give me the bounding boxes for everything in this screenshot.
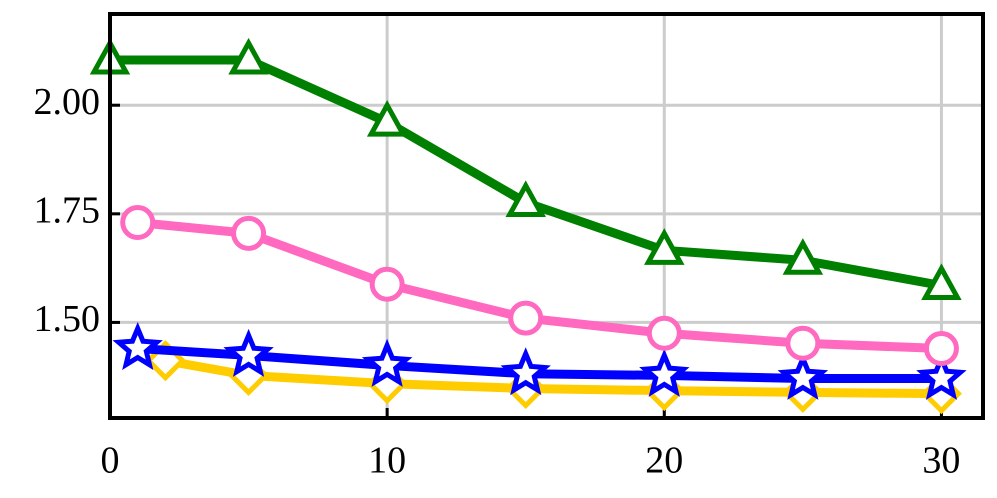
- point: [366, 99, 408, 137]
- point: [231, 215, 267, 251]
- point: [228, 37, 269, 75]
- point: [777, 351, 829, 400]
- y-tick-label: 2.00: [34, 81, 101, 123]
- point: [505, 180, 546, 218]
- point: [785, 325, 821, 361]
- point: [639, 348, 690, 397]
- point: [361, 338, 413, 387]
- x-tick-label: 0: [101, 440, 120, 482]
- point: [120, 205, 156, 241]
- x-tick-label: 10: [368, 440, 406, 482]
- plot-frame: [108, 12, 985, 420]
- point: [916, 352, 967, 400]
- point: [646, 315, 682, 351]
- point: [923, 330, 959, 366]
- y-tick-label: 1.50: [34, 298, 101, 340]
- point: [921, 263, 962, 301]
- point: [112, 322, 163, 370]
- point: [782, 238, 824, 275]
- point: [500, 347, 551, 396]
- point: [369, 266, 405, 302]
- x-tick-label: 30: [922, 440, 960, 482]
- point: [644, 228, 685, 265]
- point: [508, 300, 544, 336]
- y-tick-label: 1.75: [34, 190, 101, 232]
- series-line: [110, 55, 943, 290]
- point: [223, 328, 274, 377]
- x-tick-label: 20: [645, 440, 683, 482]
